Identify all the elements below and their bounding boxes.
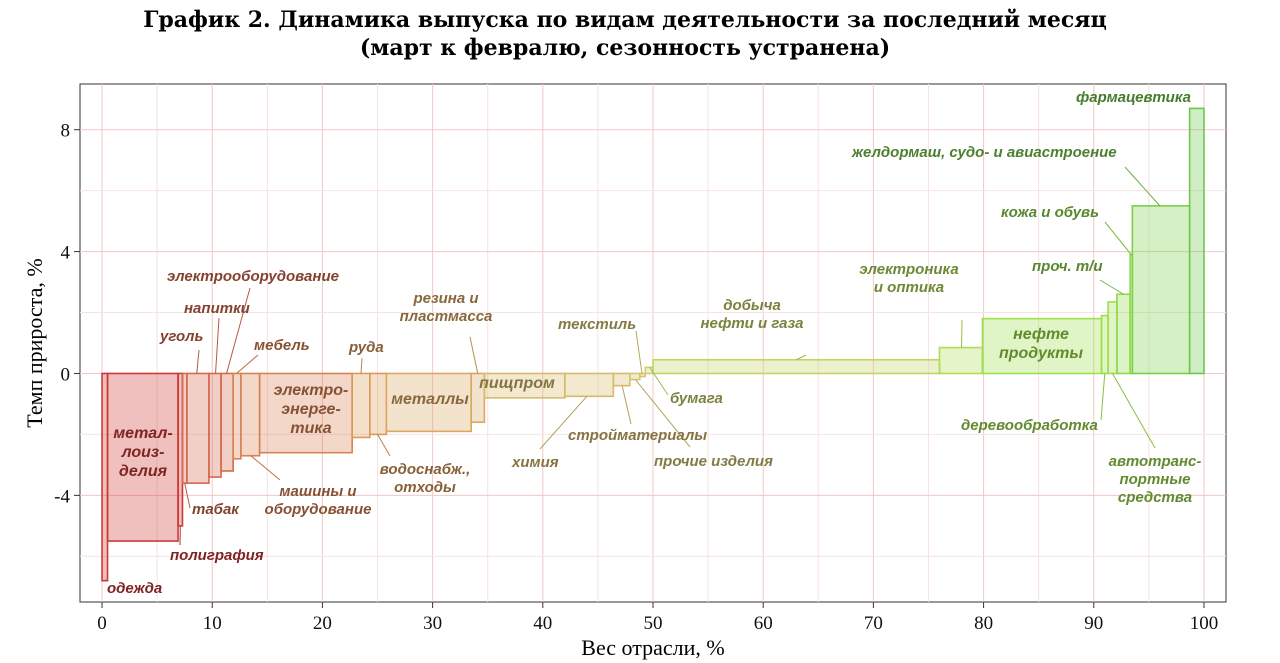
- bar-label: машины и оборудование: [265, 483, 372, 518]
- bar-уголь: [186, 372, 210, 484]
- bar-label: бумага: [670, 390, 723, 407]
- leader-line: [1099, 279, 1124, 295]
- x-tick-label: 70: [864, 613, 883, 634]
- bar-руда: [351, 372, 371, 439]
- y-tick-label: 4: [61, 243, 71, 264]
- leader-line: [635, 330, 643, 374]
- leader-line: [215, 317, 220, 374]
- bar-химия: [564, 372, 615, 398]
- leader-line: [469, 336, 479, 374]
- bar-label: электрооборудование: [167, 268, 339, 285]
- bar-label: уголь: [159, 328, 203, 345]
- bar-прочие-изделия: [629, 372, 641, 381]
- bar-label: одежда: [107, 580, 162, 597]
- bar-label: руда: [348, 339, 384, 356]
- leader-line: [649, 367, 669, 396]
- y-tick-label: -4: [54, 486, 70, 507]
- leader-line: [250, 455, 281, 481]
- x-axis-ticks: 0 10 20 30 40 50 60 70 80 90 100: [97, 602, 1218, 634]
- leader-line: [796, 354, 807, 361]
- chart-subtitle: (март к февралю, сезонность устранена): [360, 35, 890, 61]
- bar-label: метал-лоиз-делия: [113, 425, 172, 480]
- bar-фармацевтика: [1188, 107, 1205, 375]
- leader-line: [1112, 373, 1156, 449]
- y-axis-ticks: -4 0 4 8: [54, 121, 80, 507]
- bar-электроэнергетика: [258, 372, 353, 454]
- bars-group: [101, 107, 1205, 582]
- x-tick-label: 50: [644, 613, 663, 634]
- bar-текстиль: [638, 372, 647, 378]
- bar-label: полиграфия: [170, 547, 264, 564]
- bar-label: стройматериалы: [568, 427, 707, 444]
- bar-label: напитки: [184, 300, 250, 317]
- bar-железнодорожное-судо-и-авиастроение: [1131, 205, 1191, 375]
- bar-label: проч. т/и: [1032, 258, 1103, 275]
- bar-label: химия: [511, 454, 559, 471]
- bar-label: желдормаш, судо- и авиастроение: [851, 144, 1117, 161]
- x-tick-label: 100: [1190, 613, 1219, 634]
- leader-line: [539, 395, 588, 450]
- bar-металлоизделия: [106, 372, 179, 542]
- bar-label: пищпром: [479, 375, 555, 392]
- bar-нефтепродукты: [981, 317, 1103, 375]
- x-axis-title: Вес отрасли, %: [581, 635, 724, 660]
- bar-label: нефте продукты: [999, 326, 1083, 362]
- x-tick-label: 80: [974, 613, 993, 634]
- bar-labels: одежда метал-лоиз-делия полиграфия табак уго…: [107, 89, 1201, 597]
- x-tick-label: 10: [203, 613, 222, 634]
- bar-добыча-нефти-и-газа: [652, 358, 941, 375]
- x-tick-label: 20: [313, 613, 332, 634]
- bar-напитки: [208, 372, 222, 478]
- bar-label: кожа и обувь: [1001, 204, 1099, 221]
- bar-мебель: [232, 372, 242, 460]
- bar-label: текстиль: [558, 316, 636, 333]
- bar-водоснабж-отходы: [369, 372, 388, 436]
- leader-line: [236, 354, 259, 374]
- bar-автотранспортные-средства: [1107, 301, 1118, 375]
- bar-label: электроника и оптика: [859, 261, 958, 296]
- bar-label: прочие изделия: [654, 453, 773, 470]
- leader-line: [196, 349, 200, 374]
- leader-line: [1100, 373, 1106, 421]
- bar-одежда: [101, 372, 109, 582]
- bar-label: водоснабж., отходы: [380, 461, 471, 496]
- y-tick-label: 0: [61, 364, 71, 385]
- x-tick-label: 30: [423, 613, 442, 634]
- bar-label: мебель: [254, 337, 310, 354]
- leader-lines: [179, 166, 1161, 546]
- leader-line: [226, 287, 251, 374]
- bar-электрооборудование: [220, 372, 234, 472]
- bar-label: фармацевтика: [1076, 89, 1191, 106]
- bar-label: металлы: [391, 391, 469, 408]
- leader-line: [1124, 166, 1161, 207]
- leader-line: [621, 385, 632, 425]
- bar-label: резина и пластмасса: [400, 290, 493, 325]
- leader-line: [360, 357, 363, 374]
- x-tick-label: 40: [533, 613, 552, 634]
- chart-title: График 2. Динамика выпуска по видам деят…: [143, 7, 1107, 33]
- bar-label: деревообработка: [961, 417, 1098, 434]
- bar-прочие-транспортные-средства: [1116, 293, 1131, 375]
- leader-line: [377, 434, 391, 457]
- bar-стройматериалы: [612, 372, 631, 387]
- bar-label: добыча нефти и газа: [700, 297, 803, 332]
- leader-line: [184, 483, 191, 509]
- bar-label: табак: [192, 501, 240, 518]
- y-axis-title: Темп прироста, %: [22, 258, 47, 427]
- bar-электроника-и-оптика: [938, 346, 984, 375]
- bar-машины-и-оборудование: [240, 372, 261, 457]
- y-tick-label: 8: [61, 121, 71, 142]
- x-tick-label: 90: [1084, 613, 1103, 634]
- bar-пищпром: [483, 372, 566, 399]
- x-tick-label: 0: [97, 613, 107, 634]
- leader-line: [1104, 221, 1132, 255]
- bar-label: автотранс-портные средства: [1109, 453, 1202, 506]
- leader-line: [634, 379, 691, 448]
- bar-label: электро-энерге-тика: [274, 382, 349, 437]
- bar-деревообработка: [1100, 314, 1109, 375]
- x-tick-label: 60: [754, 613, 773, 634]
